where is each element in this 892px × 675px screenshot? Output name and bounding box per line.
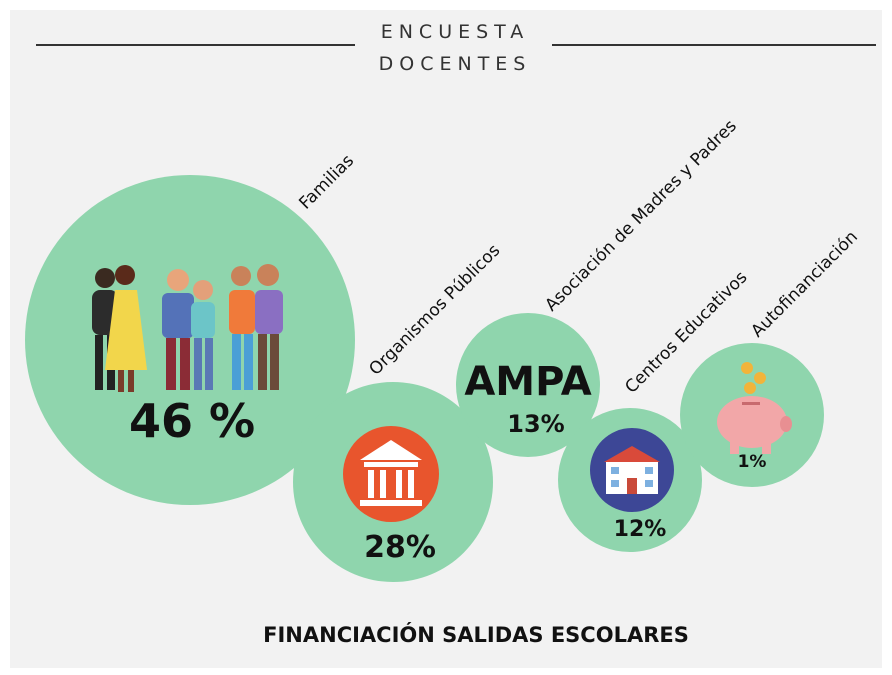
piggy-icon [717,362,792,454]
bubble [456,313,600,457]
value-label: 1% [738,452,767,472]
value-label: 46 % [129,394,255,448]
value-label: 28% [364,530,436,565]
title: ENCUESTA [381,21,530,43]
caption: FINANCIACIÓN SALIDAS ESCOLARES [263,622,689,647]
bank-icon [343,426,439,522]
value-label: 13% [507,410,564,438]
value-label: 12% [614,517,667,542]
people-icon [92,264,283,392]
subtitle: DOCENTES [379,53,532,75]
annotation: AMPA [464,359,591,405]
school-icon [590,428,674,512]
icons [92,264,792,522]
